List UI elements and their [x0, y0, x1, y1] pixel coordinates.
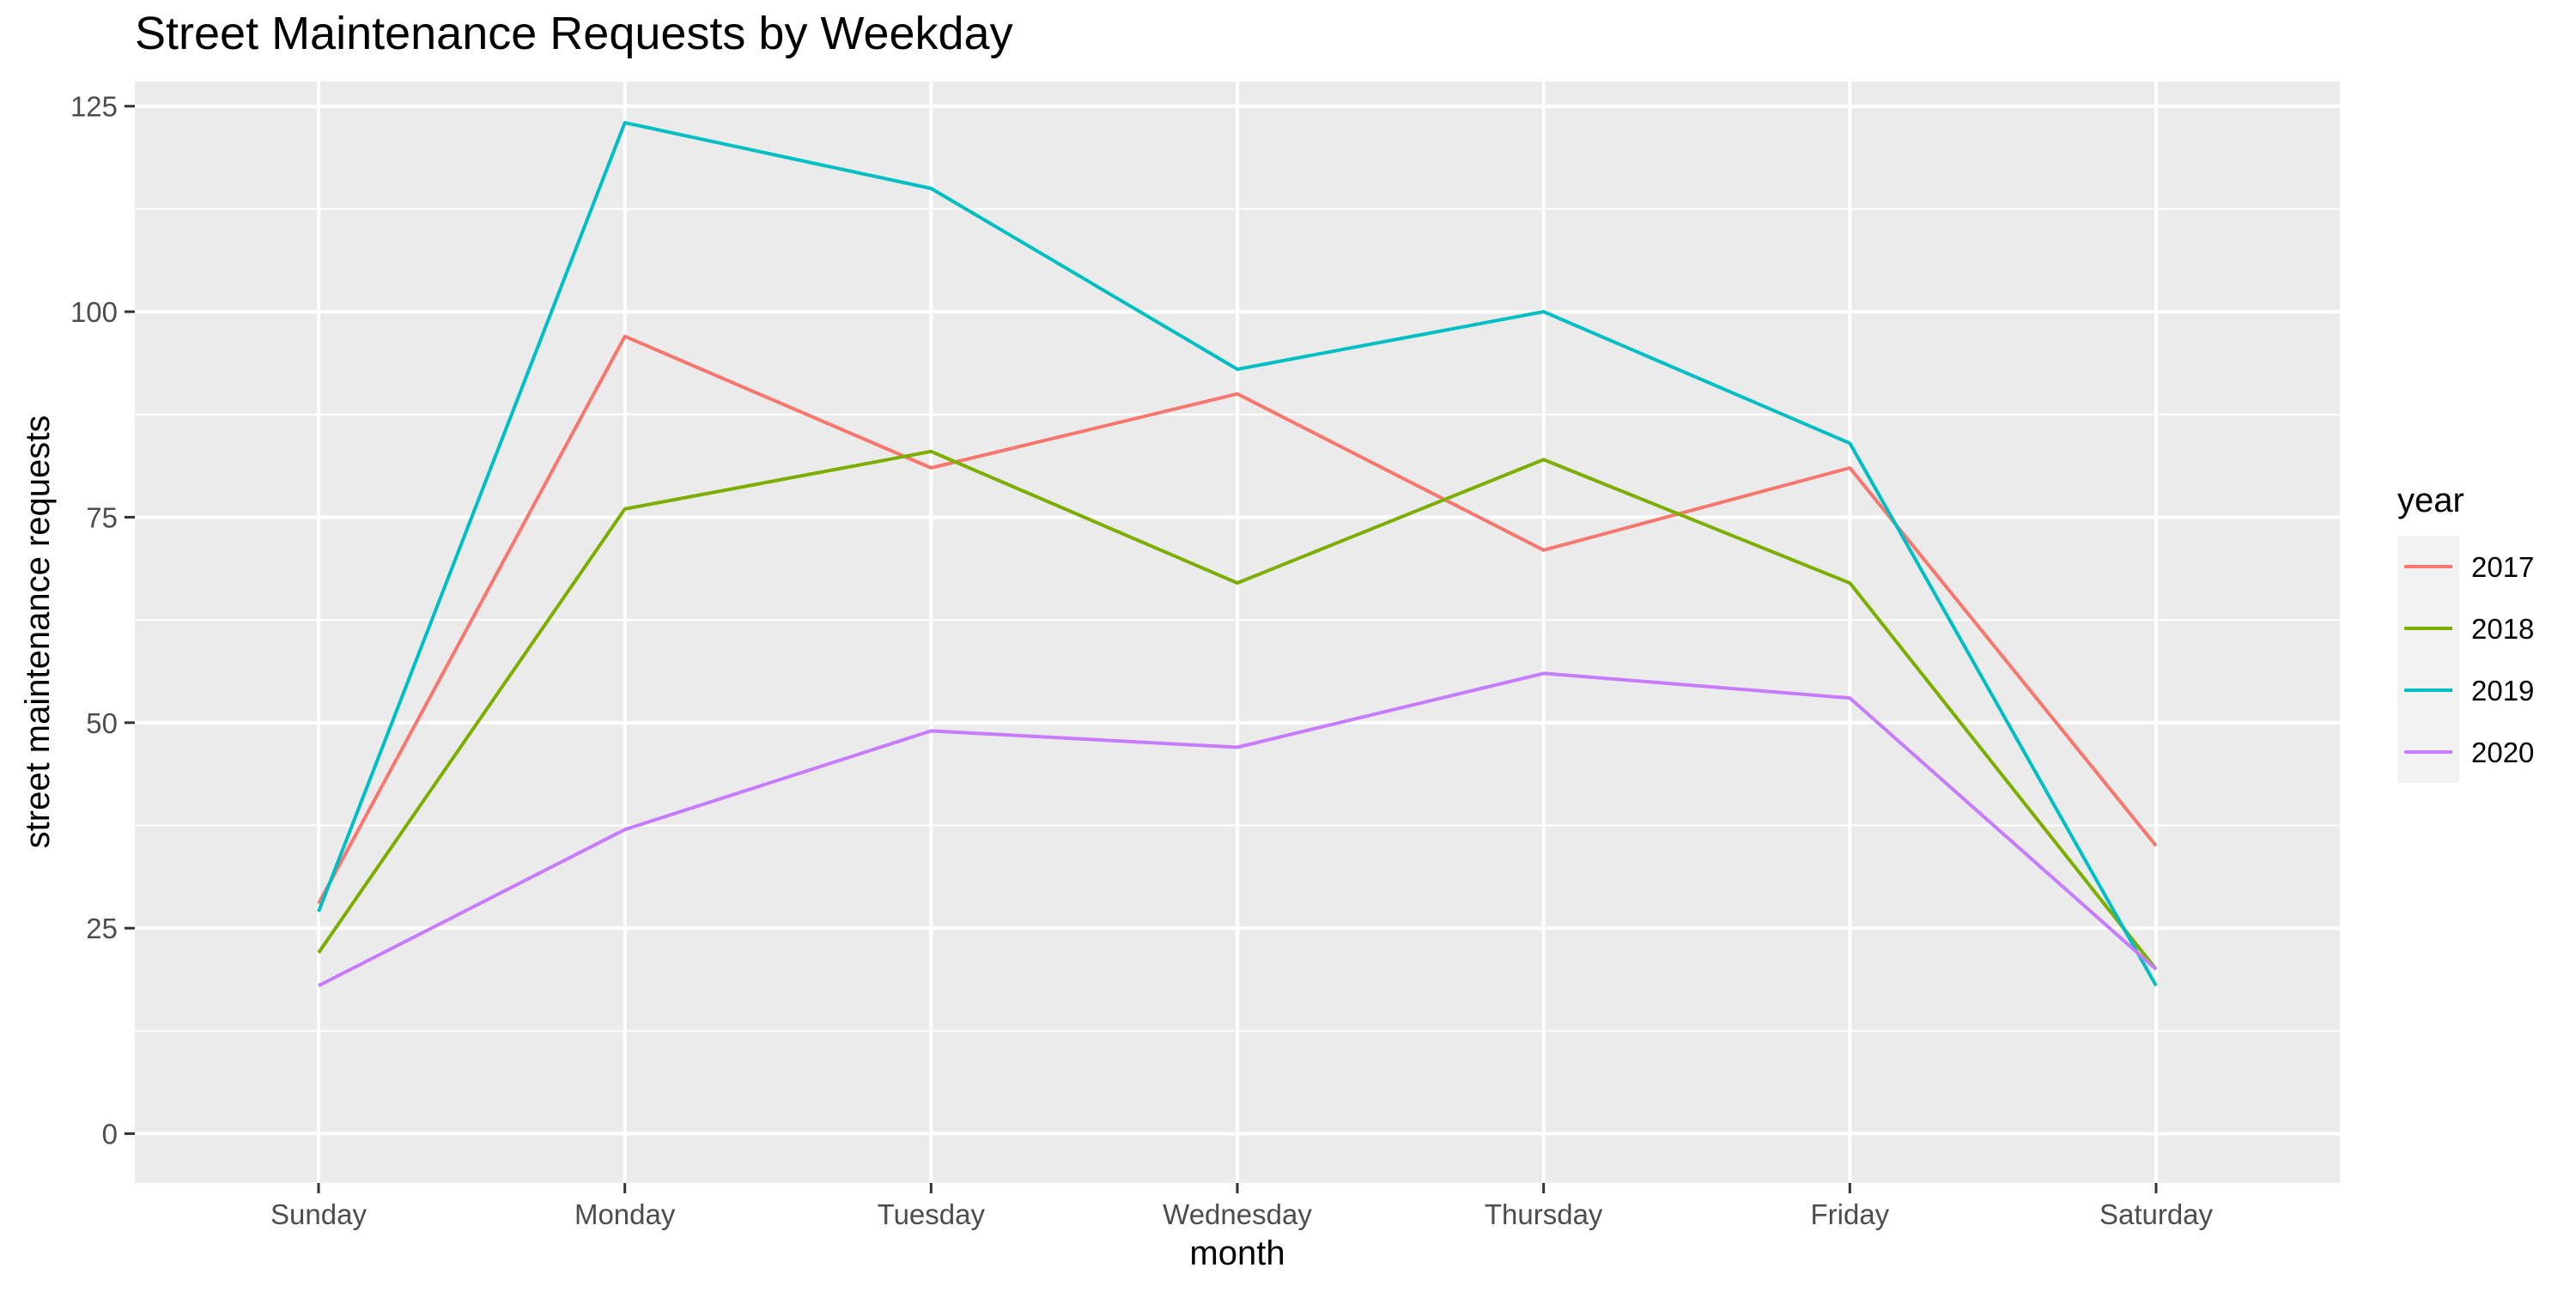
legend: year 2017 2018 2019 2020	[2397, 482, 2534, 783]
x-tick-label: Monday	[574, 1198, 676, 1230]
y-tick-label: 125	[70, 91, 118, 123]
chart-title: Street Maintenance Requests by Weekday	[135, 8, 1013, 59]
legend-title: year	[2397, 482, 2464, 519]
x-tick-label: Wednesday	[1163, 1198, 1312, 1230]
legend-label: 2017	[2471, 551, 2534, 583]
x-axis-title: month	[1189, 1234, 1285, 1272]
series-line-2017	[317, 334, 2158, 905]
grid-lines	[135, 82, 2340, 1183]
legend-label: 2019	[2471, 675, 2534, 707]
series-line-2018	[317, 449, 2158, 971]
y-tick-label: 0	[102, 1119, 118, 1150]
y-axis-title: street maintenance requests	[19, 416, 57, 849]
y-tick-label: 25	[86, 913, 118, 944]
axes: 0 25 50 75 100 125 Sunday Monday Tuesday Wednesda…	[70, 91, 2214, 1230]
x-tick-label: Saturday	[2099, 1198, 2214, 1230]
x-tick-label: Thursday	[1485, 1198, 1603, 1230]
y-tick-label: 75	[86, 501, 118, 533]
legend-key-background	[2397, 536, 2459, 783]
x-tick-label: Sunday	[270, 1198, 367, 1230]
legend-label: 2018	[2471, 613, 2534, 645]
series-line-2020	[318, 671, 2158, 987]
data-series	[317, 120, 2158, 987]
y-tick-label: 100	[70, 296, 118, 328]
x-tick-label: Friday	[1810, 1198, 1889, 1230]
y-tick-label: 50	[86, 707, 118, 739]
x-tick-label: Tuesday	[878, 1198, 986, 1230]
legend-items: 2017 2018 2019 2020	[2397, 536, 2534, 783]
legend-label: 2020	[2471, 737, 2534, 768]
series-line-2019	[317, 120, 2158, 987]
